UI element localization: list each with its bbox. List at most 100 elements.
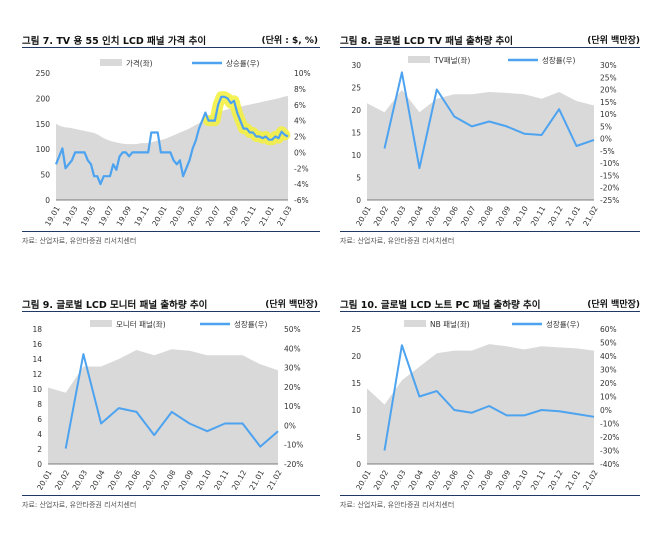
fig7-xtick-5: 19.11 [132,204,151,227]
fig9-ytick-right-1: 40% [284,344,301,353]
fig9-ytick-left-3: 6 [37,415,42,424]
fig10-ytick-right-1: 50% [600,339,617,348]
fig7-ytick-right-5: 0% [294,148,306,157]
fig8-xtick-11: 20.12 [546,204,565,227]
fig8-legend-area-swatch [408,56,430,63]
fig8-xtick-1: 20.02 [372,204,391,227]
fig8-ytick-left-1: 5 [356,174,361,183]
fig10-ytick-right-3: 30% [600,366,617,375]
fig8-area-series [367,89,594,200]
fig9-xtick-0: 20.01 [35,468,54,491]
fig10-xtick-9: 20.10 [511,468,530,491]
fig10-ytick-right-5: 10% [600,393,617,402]
fig9-xtick-13: 21.02 [265,468,284,491]
fig10-ytick-left-4: 20 [351,352,361,361]
fig10-xtick-11: 20.12 [546,468,565,491]
fig7-ytick-left-0: 0 [45,196,50,205]
fig9-ytick-left-5: 10 [32,385,42,394]
fig8-ytick-left-2: 10 [351,151,361,160]
fig8-xtick-3: 20.04 [407,204,426,227]
fig9-ytick-right-6: -10% [284,441,303,450]
fig7-xtick-0: 19.01 [43,204,62,227]
fig7-xtick-9: 20.07 [204,204,223,227]
fig8-ytick-right-6: 0% [600,135,612,144]
fig10-ytick-left-2: 10 [351,406,361,415]
fig10-ytick-left-3: 15 [351,379,361,388]
fig10-xtick-8: 20.09 [494,468,513,491]
fig7-ytick-right-2: 6% [294,101,306,110]
fig7-legend-area-swatch [100,59,122,66]
fig7-ytick-left-1: 50 [40,171,50,180]
fig10-legend-area-label: NB 패널(좌) [430,319,470,329]
fig8-legend-line-label: 성장률(우) [542,55,576,65]
source-fig7: 자료: 산업자료, 유안타증권 리서치센터 [22,237,137,245]
fig8-xtick-2: 20.03 [389,204,408,227]
bottom-rule-fig9 [22,495,320,496]
fig10-ytick-right-7: -10% [600,420,619,429]
fig7-ytick-right-8: -6% [294,196,309,205]
fig10-xtick-13: 21.02 [581,468,600,491]
fig7-xtick-2: 19.05 [79,204,98,227]
fig10-xtick-7: 20.08 [476,468,495,491]
fig7-ytick-right-4: 2% [294,133,306,142]
chart-unit-fig8: (단위 백만장) [587,36,640,46]
fig7-ytick-right-1: 8% [294,85,306,94]
fig8-ytick-right-1: 25% [600,73,617,82]
fig7-ytick-right-6: -2% [294,164,309,173]
fig10-xtick-5: 20.06 [442,468,461,491]
fig7-xtick-11: 20.11 [240,204,259,227]
fig9-xtick-10: 20.11 [212,468,231,491]
fig10-xtick-12: 21.01 [564,468,583,491]
fig9-xtick-8: 20.09 [177,468,196,491]
fig9-ytick-left-9: 18 [32,325,42,334]
fig7-xtick-1: 19.03 [61,204,80,227]
fig9-line-series [64,353,279,449]
fig9-ytick-left-6: 12 [32,370,42,379]
chart-fig10: 0 5 10 15 20 25 60% 50% 40% 30% 20% 10% 0% -10% -20% -3… [351,319,619,492]
fig8-xtick-13: 21.02 [581,204,600,227]
fig7-xtick-6: 20.01 [150,204,169,227]
title-rule-fig9 [22,311,320,312]
fig10-xtick-3: 20.04 [407,468,426,491]
fig7-xtick-12: 21.01 [257,204,276,227]
fig10-ytick-right-6: 0% [600,406,612,415]
fig9-ytick-left-4: 8 [37,400,42,409]
fig10-legend-line-label: 성장률(우) [546,319,580,329]
fig9-xtick-9: 20.10 [194,468,213,491]
fig9-xtick-7: 20.08 [159,468,178,491]
fig8-xtick-6: 20.07 [459,204,478,227]
fig8-ytick-right-9: -15% [600,171,619,180]
chart-title-fig10: 그림 10. 글로벌 LCD 노트 PC 패널 출하량 추이 [340,300,541,311]
source-fig10: 자료: 산업자료, 유안타증권 리서치센터 [340,501,455,509]
fig8-xtick-9: 20.10 [511,204,530,227]
fig9-ytick-left-1: 2 [37,445,42,454]
fig8-xtick-5: 20.06 [442,204,461,227]
fig10-ytick-right-4: 20% [600,379,617,388]
fig7-ytick-right-3: 4% [294,117,306,126]
fig8-legend-area-label: TV패널(좌) [433,55,470,65]
chart-unit-fig9: (단위 백만장) [265,300,318,310]
fig8-ytick-right-11: -25% [600,196,619,205]
fig10-xtick-10: 20.11 [529,468,548,491]
bottom-rule-fig8 [340,231,640,232]
fig8-xtick-7: 20.08 [476,204,495,227]
bottom-rule-fig7 [22,231,320,232]
chart-title-fig9: 그림 9. 글로벌 LCD 모니터 패널 출하량 추이 [22,300,208,311]
fig8-ytick-left-6: 30 [351,61,361,70]
fig10-line-series [383,344,595,451]
fig10-ytick-right-0: 60% [600,325,617,334]
fig7-ytick-right-7: -4% [294,180,309,189]
fig10-ytick-left-1: 5 [356,433,361,442]
fig9-ytick-right-4: 10% [284,402,301,411]
chart-unit-fig10: (단위 백만장) [587,300,640,310]
fig8-ytick-right-5: 5% [600,122,612,131]
fig10-ytick-right-8: -20% [600,433,619,442]
fig9-legend-area-swatch [90,320,112,327]
fig9-ytick-right-2: 30% [284,364,301,373]
fig7-ytick-left-4: 200 [36,94,51,103]
fig10-xtick-6: 20.07 [459,468,478,491]
source-fig9: 자료: 산업자료, 유안타증권 리서치센터 [22,501,137,509]
fig8-ytick-left-3: 15 [351,129,361,138]
fig7-ytick-left-2: 100 [36,145,51,154]
fig9-xtick-6: 20.07 [141,468,160,491]
